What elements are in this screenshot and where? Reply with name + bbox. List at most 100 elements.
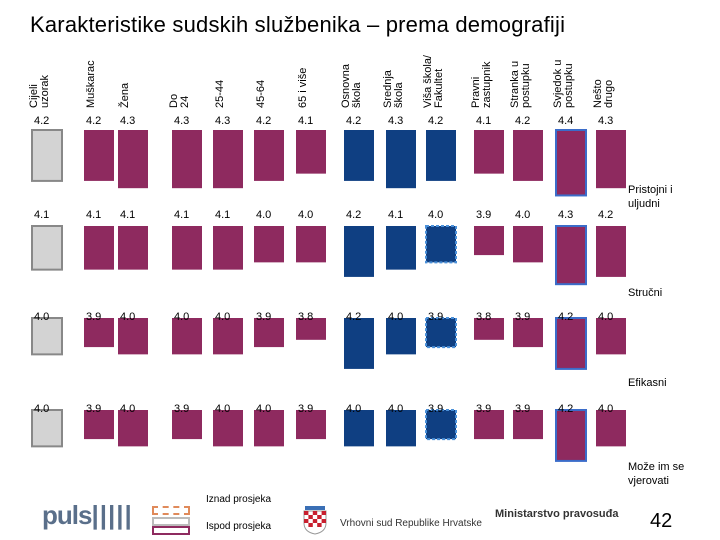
legend-above-icon-b bbox=[152, 517, 190, 526]
value-label: 4.0 bbox=[34, 311, 49, 323]
value-label: 4.1 bbox=[86, 209, 101, 221]
page-number: 42 bbox=[650, 510, 673, 532]
value-label: 4.0 bbox=[388, 403, 403, 415]
bar bbox=[84, 226, 114, 270]
value-label: 3.9 bbox=[256, 311, 271, 323]
value-label: 4.3 bbox=[174, 115, 189, 127]
bar bbox=[426, 130, 456, 181]
value-label: 4.0 bbox=[256, 403, 271, 415]
bar bbox=[344, 226, 374, 277]
value-label: 4.2 bbox=[515, 115, 530, 127]
bar bbox=[425, 409, 457, 441]
bar bbox=[386, 226, 416, 270]
column-header: Osnovnaškola bbox=[340, 63, 363, 108]
value-label: 3.9 bbox=[428, 403, 443, 415]
legend-above-label: Iznad prosjeka bbox=[206, 494, 272, 505]
value-label: 4.2 bbox=[598, 209, 613, 221]
bar bbox=[474, 410, 504, 440]
value-label: 4.0 bbox=[598, 403, 613, 415]
value-label: 4.2 bbox=[346, 311, 361, 323]
bar bbox=[172, 410, 202, 440]
bar bbox=[213, 130, 243, 189]
value-label: 4.2 bbox=[256, 115, 271, 127]
legend-above-icon bbox=[152, 506, 190, 515]
row-label: Stručni bbox=[628, 287, 662, 299]
value-label: 4.0 bbox=[515, 209, 530, 221]
bar bbox=[296, 318, 326, 340]
bar bbox=[172, 226, 202, 270]
value-label: 3.8 bbox=[298, 311, 313, 323]
bar bbox=[213, 318, 243, 355]
legend-below-icon bbox=[152, 526, 190, 535]
bar bbox=[474, 318, 504, 340]
value-label: 4.0 bbox=[120, 403, 135, 415]
bar bbox=[386, 130, 416, 189]
bar bbox=[31, 409, 63, 448]
value-label: 4.3 bbox=[120, 115, 135, 127]
bar bbox=[172, 130, 202, 189]
bar bbox=[118, 410, 148, 447]
value-label: 4.1 bbox=[388, 209, 403, 221]
value-label: 4.0 bbox=[34, 403, 49, 415]
bar bbox=[296, 226, 326, 263]
value-label: 4.1 bbox=[174, 209, 189, 221]
bar bbox=[84, 130, 114, 181]
bar bbox=[213, 226, 243, 270]
bar bbox=[596, 226, 626, 277]
column-header: Muškarac bbox=[85, 60, 97, 108]
value-label: 4.2 bbox=[558, 311, 573, 323]
column-header: Svjedok upostupku bbox=[552, 60, 575, 108]
value-label: 4.0 bbox=[428, 209, 443, 221]
bar bbox=[555, 317, 587, 370]
column-header: 45-64 bbox=[255, 80, 267, 108]
row-label: Pristojni i uljudni bbox=[628, 184, 673, 210]
bar bbox=[296, 410, 326, 440]
value-label: 4.3 bbox=[558, 209, 573, 221]
bar bbox=[555, 129, 587, 197]
value-label: 3.9 bbox=[476, 209, 491, 221]
value-label: 3.9 bbox=[428, 311, 443, 323]
value-label: 4.4 bbox=[558, 115, 573, 127]
value-label: 4.2 bbox=[346, 209, 361, 221]
column-header: Srednjaškola bbox=[382, 69, 405, 108]
bar bbox=[254, 410, 284, 447]
bar bbox=[213, 410, 243, 447]
value-label: 4.3 bbox=[598, 115, 613, 127]
column-header: 25-44 bbox=[214, 80, 226, 108]
value-label: 4.2 bbox=[558, 403, 573, 415]
bar bbox=[254, 226, 284, 263]
value-label: 3.9 bbox=[174, 403, 189, 415]
value-label: 3.9 bbox=[515, 311, 530, 323]
bar bbox=[513, 226, 543, 263]
value-label: 4.0 bbox=[388, 311, 403, 323]
bar bbox=[344, 130, 374, 181]
bar bbox=[425, 317, 457, 349]
value-label: 3.8 bbox=[476, 311, 491, 323]
bar bbox=[118, 226, 148, 270]
value-label: 4.0 bbox=[256, 209, 271, 221]
column-header: Žena bbox=[118, 82, 131, 108]
value-label: 4.0 bbox=[215, 311, 230, 323]
value-label: 4.0 bbox=[598, 311, 613, 323]
row-label: Efikasni bbox=[628, 377, 667, 389]
bar bbox=[596, 130, 626, 189]
value-label: 4.2 bbox=[346, 115, 361, 127]
bar bbox=[555, 225, 587, 286]
ministry-name: Ministarstvo pravosuđa bbox=[495, 508, 619, 520]
bar bbox=[84, 410, 114, 440]
column-header: Neštodrugo bbox=[592, 79, 615, 108]
bar bbox=[474, 130, 504, 174]
bar bbox=[118, 130, 148, 189]
legend-below-label: Ispod prosjeka bbox=[206, 521, 272, 532]
column-header: Pravnizastupnik bbox=[470, 61, 493, 108]
bar bbox=[84, 318, 114, 348]
bar bbox=[513, 410, 543, 440]
bar bbox=[425, 225, 457, 264]
value-label: 4.2 bbox=[34, 115, 49, 127]
bar bbox=[296, 130, 326, 174]
croatia-crest-icon bbox=[303, 506, 327, 535]
row-label: Može im se vjerovati bbox=[628, 461, 684, 487]
value-label: 4.0 bbox=[174, 311, 189, 323]
bar bbox=[118, 318, 148, 355]
column-header: 65 i više bbox=[297, 68, 309, 108]
